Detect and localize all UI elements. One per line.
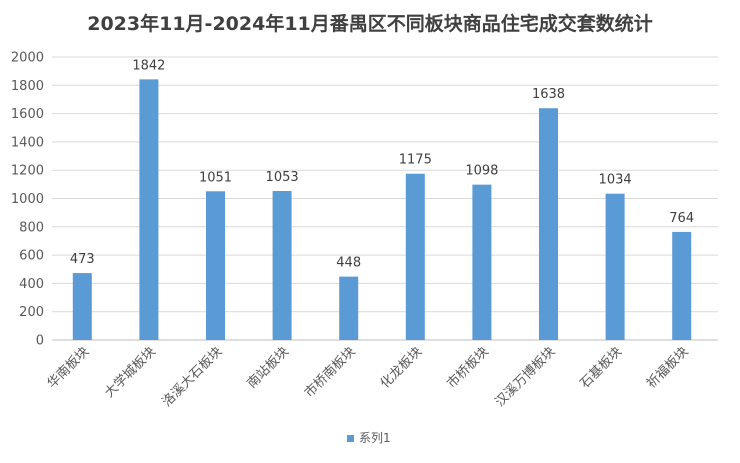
x-category-label: 市桥板块 xyxy=(444,344,492,392)
x-category-label: 祈福板块 xyxy=(644,344,691,391)
x-category-label: 石基板块 xyxy=(578,344,625,391)
bar xyxy=(72,273,92,340)
y-tick-label: 1400 xyxy=(11,135,44,150)
data-label: 764 xyxy=(669,211,694,226)
y-tick-label: 200 xyxy=(19,305,44,320)
bar xyxy=(605,193,625,340)
x-category-label: 市桥南板块 xyxy=(301,344,358,401)
bar xyxy=(206,191,225,340)
y-tick-label: 0 xyxy=(36,334,44,349)
data-label: 1034 xyxy=(599,173,632,188)
data-label: 1053 xyxy=(266,170,299,185)
y-tick-label: 1600 xyxy=(11,107,44,122)
x-category-label: 华南板块 xyxy=(44,344,92,392)
data-label: 473 xyxy=(70,252,95,267)
x-category-label: 洛溪大石板块 xyxy=(160,344,226,410)
data-label: 1638 xyxy=(532,87,565,102)
y-tick-label: 800 xyxy=(19,220,44,235)
y-tick-label: 2000 xyxy=(11,51,44,66)
y-tick-label: 400 xyxy=(19,277,44,292)
bar xyxy=(472,184,492,340)
y-tick-label: 600 xyxy=(19,249,44,264)
data-label: 448 xyxy=(336,256,361,271)
y-tick-label: 1000 xyxy=(11,192,44,207)
data-label: 1175 xyxy=(399,153,432,168)
data-label: 1051 xyxy=(199,170,232,185)
x-category-label: 南站板块 xyxy=(244,344,292,392)
chart-title: 2023年11月-2024年11月番禺区不同板块商品住宅成交套数统计 xyxy=(87,12,653,35)
x-category-label: 化龙板块 xyxy=(378,344,425,391)
legend-entry: 系列1 xyxy=(359,431,391,445)
bar xyxy=(139,79,159,341)
y-tick-label: 1200 xyxy=(11,164,44,179)
legend-swatch xyxy=(347,435,354,442)
data-label: 1098 xyxy=(465,164,498,179)
bar xyxy=(539,108,558,341)
bar xyxy=(339,276,359,340)
x-category-label: 汉溪万博板块 xyxy=(493,344,559,410)
y-tick-label: 1800 xyxy=(11,79,44,94)
bar xyxy=(405,173,425,340)
data-label: 1842 xyxy=(132,58,165,73)
watermark-text: 搜狐号@搜狐焦点邵阳站 xyxy=(574,439,728,456)
legend: 系列1 xyxy=(347,431,391,445)
bar xyxy=(672,231,692,340)
x-category-label: 大学城板块 xyxy=(101,344,158,401)
bar xyxy=(272,191,292,340)
